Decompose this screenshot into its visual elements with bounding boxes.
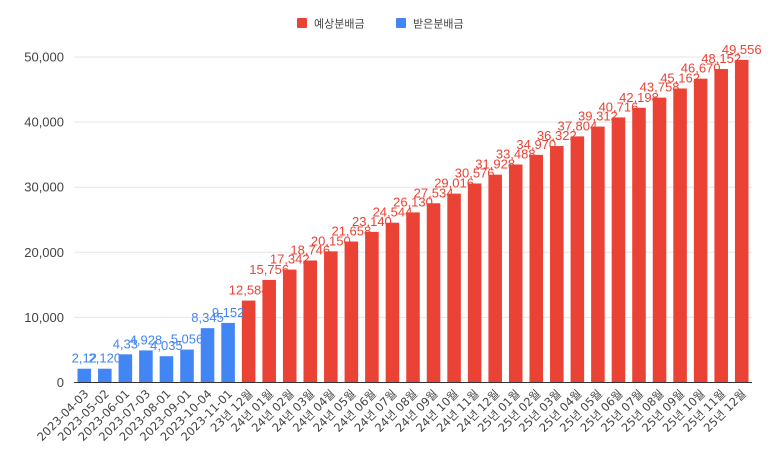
bar[interactable] xyxy=(734,59,749,383)
legend-item-received[interactable]: 받은분배금 xyxy=(396,18,464,31)
bar[interactable] xyxy=(159,356,174,383)
y-tick-label: 10,000 xyxy=(24,310,64,325)
data-label: 27,534 xyxy=(414,185,454,200)
data-label: 18,746 xyxy=(290,242,330,257)
bar[interactable] xyxy=(385,222,400,383)
data-label: 42,198 xyxy=(619,90,659,105)
data-label: 5,056 xyxy=(171,332,204,347)
bar[interactable] xyxy=(570,136,585,383)
y-tick-label: 20,000 xyxy=(24,245,64,260)
data-label: 33,488 xyxy=(496,146,536,161)
data-label: 12,584 xyxy=(229,283,269,298)
bar[interactable] xyxy=(241,300,256,383)
legend-label-received: 받은분배금 xyxy=(413,18,464,31)
bar[interactable] xyxy=(344,241,359,383)
bar[interactable] xyxy=(282,269,297,383)
bar[interactable] xyxy=(550,146,564,383)
bar[interactable] xyxy=(693,78,708,383)
bar[interactable] xyxy=(180,349,194,383)
bar[interactable] xyxy=(221,322,235,383)
bar[interactable] xyxy=(98,368,112,383)
data-label: 4,928 xyxy=(130,332,163,347)
bar[interactable] xyxy=(652,97,667,383)
data-label: 31,928 xyxy=(475,157,515,172)
bar[interactable] xyxy=(467,183,482,383)
bar[interactable] xyxy=(118,354,133,383)
data-label: 30,576 xyxy=(455,165,495,180)
bar[interactable] xyxy=(488,174,502,383)
legend-label-expected: 예상분배금 xyxy=(314,18,365,31)
y-tick-label: 50,000 xyxy=(24,50,64,65)
data-label: 2,12 xyxy=(72,351,97,366)
bar[interactable] xyxy=(77,368,92,383)
data-label: 2,120 xyxy=(89,351,122,366)
bar[interactable] xyxy=(426,203,441,383)
bar[interactable] xyxy=(632,107,646,383)
bar[interactable] xyxy=(303,260,318,383)
bar[interactable] xyxy=(139,350,153,383)
data-label: 37,804 xyxy=(557,118,597,133)
data-label: 4,035 xyxy=(150,338,183,353)
data-label: 40,716 xyxy=(599,99,639,114)
bar[interactable] xyxy=(262,279,276,383)
legend[interactable]: 예상분배금 받은분배금 xyxy=(297,18,464,31)
bar[interactable] xyxy=(447,193,461,383)
data-label: 43,758 xyxy=(640,80,680,95)
data-label: 21,658 xyxy=(331,224,371,239)
bar[interactable] xyxy=(714,69,728,383)
bar[interactable] xyxy=(591,126,605,383)
data-label: 46,670 xyxy=(681,61,721,76)
legend-item-expected[interactable]: 예상분배금 xyxy=(297,18,365,31)
data-label: 29,016 xyxy=(434,176,474,191)
legend-swatch-received xyxy=(396,18,406,28)
bar[interactable] xyxy=(508,164,523,383)
data-label: 4,33 xyxy=(113,336,138,351)
data-label: 45,162 xyxy=(660,70,700,85)
data-label: 20,150 xyxy=(311,233,351,248)
data-label: 8,345 xyxy=(191,310,224,325)
y-tick-label: 0 xyxy=(57,375,64,390)
bars xyxy=(77,59,749,383)
data-label: 24,544 xyxy=(373,205,413,220)
data-labels: 12,584 15,75617,34218,74620,15021,65823,1… xyxy=(72,42,762,366)
y-tick-label: 30,000 xyxy=(24,180,64,195)
y-tick-label: 40,000 xyxy=(24,115,64,130)
bar[interactable] xyxy=(611,117,626,383)
data-label: 49,556 xyxy=(722,42,762,57)
x-axis-tick-labels: 2023-04-032023-05-022023-06-012023-07-03… xyxy=(34,387,749,444)
data-label: 36,322 xyxy=(537,128,577,143)
bar[interactable] xyxy=(529,154,544,383)
data-label: 34,970 xyxy=(516,137,556,152)
data-label: 39,312 xyxy=(578,109,618,124)
data-label: 17,342 xyxy=(270,252,310,267)
data-label: 9,152 xyxy=(212,305,245,320)
legend-swatch-expected xyxy=(297,18,307,28)
data-label: 23,140 xyxy=(352,214,392,229)
bar[interactable] xyxy=(324,251,338,383)
bar[interactable] xyxy=(200,328,215,383)
bar[interactable] xyxy=(673,88,687,383)
bar[interactable] xyxy=(406,212,420,383)
data-label: 48,152 xyxy=(701,51,741,66)
data-label: 26,130 xyxy=(393,194,433,209)
bar[interactable] xyxy=(365,231,379,383)
data-label: 15,756 xyxy=(249,262,289,277)
y-axis-tick-labels: 0 10,000 20,000 30,000 40,000 50,000 xyxy=(24,50,64,391)
